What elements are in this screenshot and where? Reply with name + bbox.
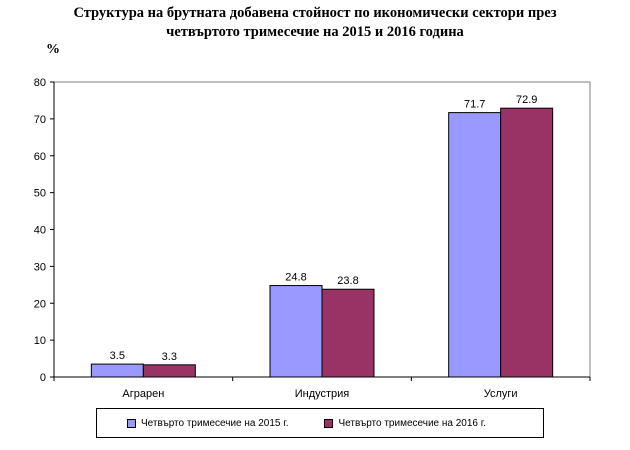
chart-legend: Четвърто тримесечие на 2015 г. Четвърто …: [96, 408, 544, 438]
data-label: 3.5: [110, 350, 125, 362]
y-tick-label: 10: [34, 335, 46, 347]
chart-title-line-2: четвъртото тримесечие на 2015 и 2016 год…: [166, 24, 464, 40]
bar-2016: [500, 107, 554, 378]
legend-swatch-2015: [127, 418, 136, 428]
y-tick-label: 80: [34, 77, 46, 89]
plot-area-border: [54, 81, 591, 377]
bar-2016: [321, 288, 375, 378]
y-tick-label: 20: [34, 298, 46, 310]
chart-title: Структура на брутната добавена стойност …: [0, 4, 630, 42]
data-label: 24.8: [285, 272, 306, 284]
data-label: 72.9: [516, 94, 537, 106]
legend-item-2015: Четвърто тримесечие на 2015 г.: [127, 418, 288, 429]
legend-item-2016: Четвърто тримесечие на 2016 г.: [324, 417, 486, 429]
bar-2015: [90, 363, 144, 378]
chart-title-line-1: Структура на брутната добавена стойност …: [73, 5, 557, 21]
legend-swatch-2016: [324, 418, 334, 428]
y-tick-label: 30: [34, 261, 46, 273]
y-tick-label: 0: [40, 372, 46, 384]
x-category-label: Услуги: [484, 388, 518, 400]
data-label: 71.7: [464, 99, 485, 111]
bar-2015: [448, 112, 502, 378]
data-label: 23.8: [337, 275, 358, 287]
y-axis-unit-label: %: [46, 42, 60, 57]
y-tick-label: 40: [34, 225, 46, 237]
y-tick-label: 70: [34, 114, 46, 126]
y-tick-label: 50: [34, 188, 46, 200]
legend-label-2015: Четвърто тримесечие на 2015 г.: [141, 417, 289, 429]
x-category-label: Индустрия: [295, 388, 350, 400]
data-label: 3.3: [162, 351, 177, 363]
y-tick-label: 60: [34, 151, 46, 163]
bar-2015: [269, 285, 323, 378]
legend-label-2016: Четвърто тримесечие на 2016 г.: [338, 417, 486, 429]
bar-2016: [142, 364, 196, 378]
x-category-label: Аграрен: [122, 388, 164, 400]
